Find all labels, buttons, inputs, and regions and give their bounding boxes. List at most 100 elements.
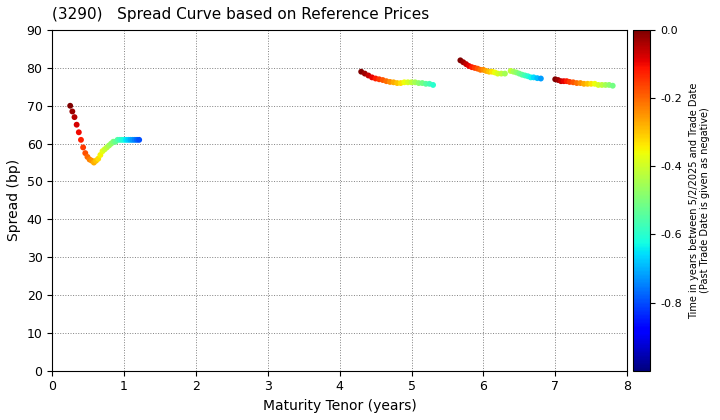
Point bbox=[388, 79, 400, 86]
Point bbox=[417, 80, 428, 87]
Point bbox=[384, 79, 396, 85]
Point bbox=[466, 64, 477, 71]
Point bbox=[492, 70, 503, 77]
Point bbox=[549, 76, 561, 83]
Point bbox=[370, 75, 382, 82]
Point bbox=[81, 154, 93, 160]
Point bbox=[457, 59, 469, 66]
Point bbox=[92, 155, 104, 162]
Point bbox=[585, 81, 597, 87]
Point bbox=[118, 136, 130, 143]
Point bbox=[531, 75, 543, 81]
Point bbox=[600, 81, 611, 88]
Point bbox=[420, 81, 431, 87]
X-axis label: Maturity Tenor (years): Maturity Tenor (years) bbox=[263, 399, 417, 413]
Point bbox=[535, 75, 546, 82]
Point bbox=[395, 80, 407, 87]
Point bbox=[519, 72, 531, 79]
Point bbox=[99, 146, 110, 152]
Point bbox=[133, 136, 145, 143]
Point bbox=[499, 70, 510, 77]
Point bbox=[359, 70, 371, 77]
Point bbox=[88, 159, 99, 166]
Point bbox=[508, 68, 519, 75]
Point bbox=[561, 78, 572, 84]
Point bbox=[71, 121, 82, 128]
Point bbox=[505, 68, 516, 74]
Point bbox=[64, 102, 76, 109]
Point bbox=[603, 81, 615, 88]
Point bbox=[107, 138, 119, 145]
Point bbox=[84, 156, 95, 163]
Point bbox=[402, 79, 414, 86]
Point bbox=[109, 138, 121, 145]
Point bbox=[555, 78, 567, 84]
Text: (3290)   Spread Curve based on Reference Prices: (3290) Spread Curve based on Reference P… bbox=[53, 7, 429, 22]
Point bbox=[477, 66, 489, 73]
Point bbox=[131, 136, 143, 143]
Point bbox=[516, 71, 528, 78]
Point bbox=[423, 81, 435, 87]
Point bbox=[105, 140, 117, 147]
Point bbox=[558, 78, 570, 84]
Point bbox=[589, 81, 600, 87]
Point bbox=[567, 79, 579, 86]
Point bbox=[571, 80, 582, 87]
Point bbox=[116, 136, 127, 143]
Point bbox=[356, 68, 367, 75]
Point bbox=[463, 63, 474, 69]
Point bbox=[489, 69, 500, 76]
Point bbox=[578, 81, 590, 87]
Point bbox=[114, 136, 125, 143]
Point bbox=[120, 136, 132, 143]
Point bbox=[582, 81, 593, 87]
Point bbox=[413, 80, 425, 87]
Point bbox=[528, 74, 539, 81]
Point bbox=[564, 79, 575, 85]
Point bbox=[96, 148, 108, 155]
Point bbox=[374, 76, 385, 83]
Point bbox=[607, 82, 618, 89]
Point bbox=[381, 78, 392, 84]
Point bbox=[392, 80, 403, 87]
Point bbox=[86, 158, 97, 164]
Point bbox=[495, 70, 507, 77]
Point bbox=[410, 79, 421, 86]
Point bbox=[510, 69, 522, 76]
Point bbox=[77, 144, 89, 151]
Point bbox=[125, 136, 136, 143]
Point bbox=[101, 144, 112, 151]
Point bbox=[66, 108, 78, 115]
Point bbox=[469, 65, 480, 71]
Point bbox=[399, 79, 410, 86]
Point bbox=[366, 74, 378, 81]
Point bbox=[68, 114, 80, 121]
Point bbox=[127, 136, 138, 143]
Point bbox=[75, 136, 86, 143]
Point bbox=[112, 136, 123, 143]
Point bbox=[575, 80, 586, 87]
Point bbox=[460, 61, 472, 68]
Point bbox=[406, 79, 418, 86]
Point bbox=[480, 68, 492, 74]
Point bbox=[129, 136, 140, 143]
Point bbox=[472, 66, 483, 72]
Point bbox=[522, 73, 534, 80]
Point bbox=[513, 70, 525, 77]
Point bbox=[94, 152, 106, 158]
Point bbox=[73, 129, 84, 136]
Point bbox=[363, 72, 374, 79]
Point bbox=[486, 68, 498, 75]
Point bbox=[90, 158, 102, 164]
Point bbox=[103, 142, 114, 149]
Point bbox=[377, 77, 389, 84]
Y-axis label: Spread (bp): Spread (bp) bbox=[7, 159, 21, 242]
Point bbox=[596, 81, 608, 88]
Point bbox=[427, 81, 438, 88]
Point bbox=[593, 81, 604, 88]
Point bbox=[483, 68, 495, 75]
Y-axis label: Time in years between 5/2/2025 and Trade Date
(Past Trade Date is given as negat: Time in years between 5/2/2025 and Trade… bbox=[689, 82, 711, 319]
Point bbox=[525, 74, 536, 81]
Point bbox=[122, 136, 134, 143]
Point bbox=[552, 77, 564, 84]
